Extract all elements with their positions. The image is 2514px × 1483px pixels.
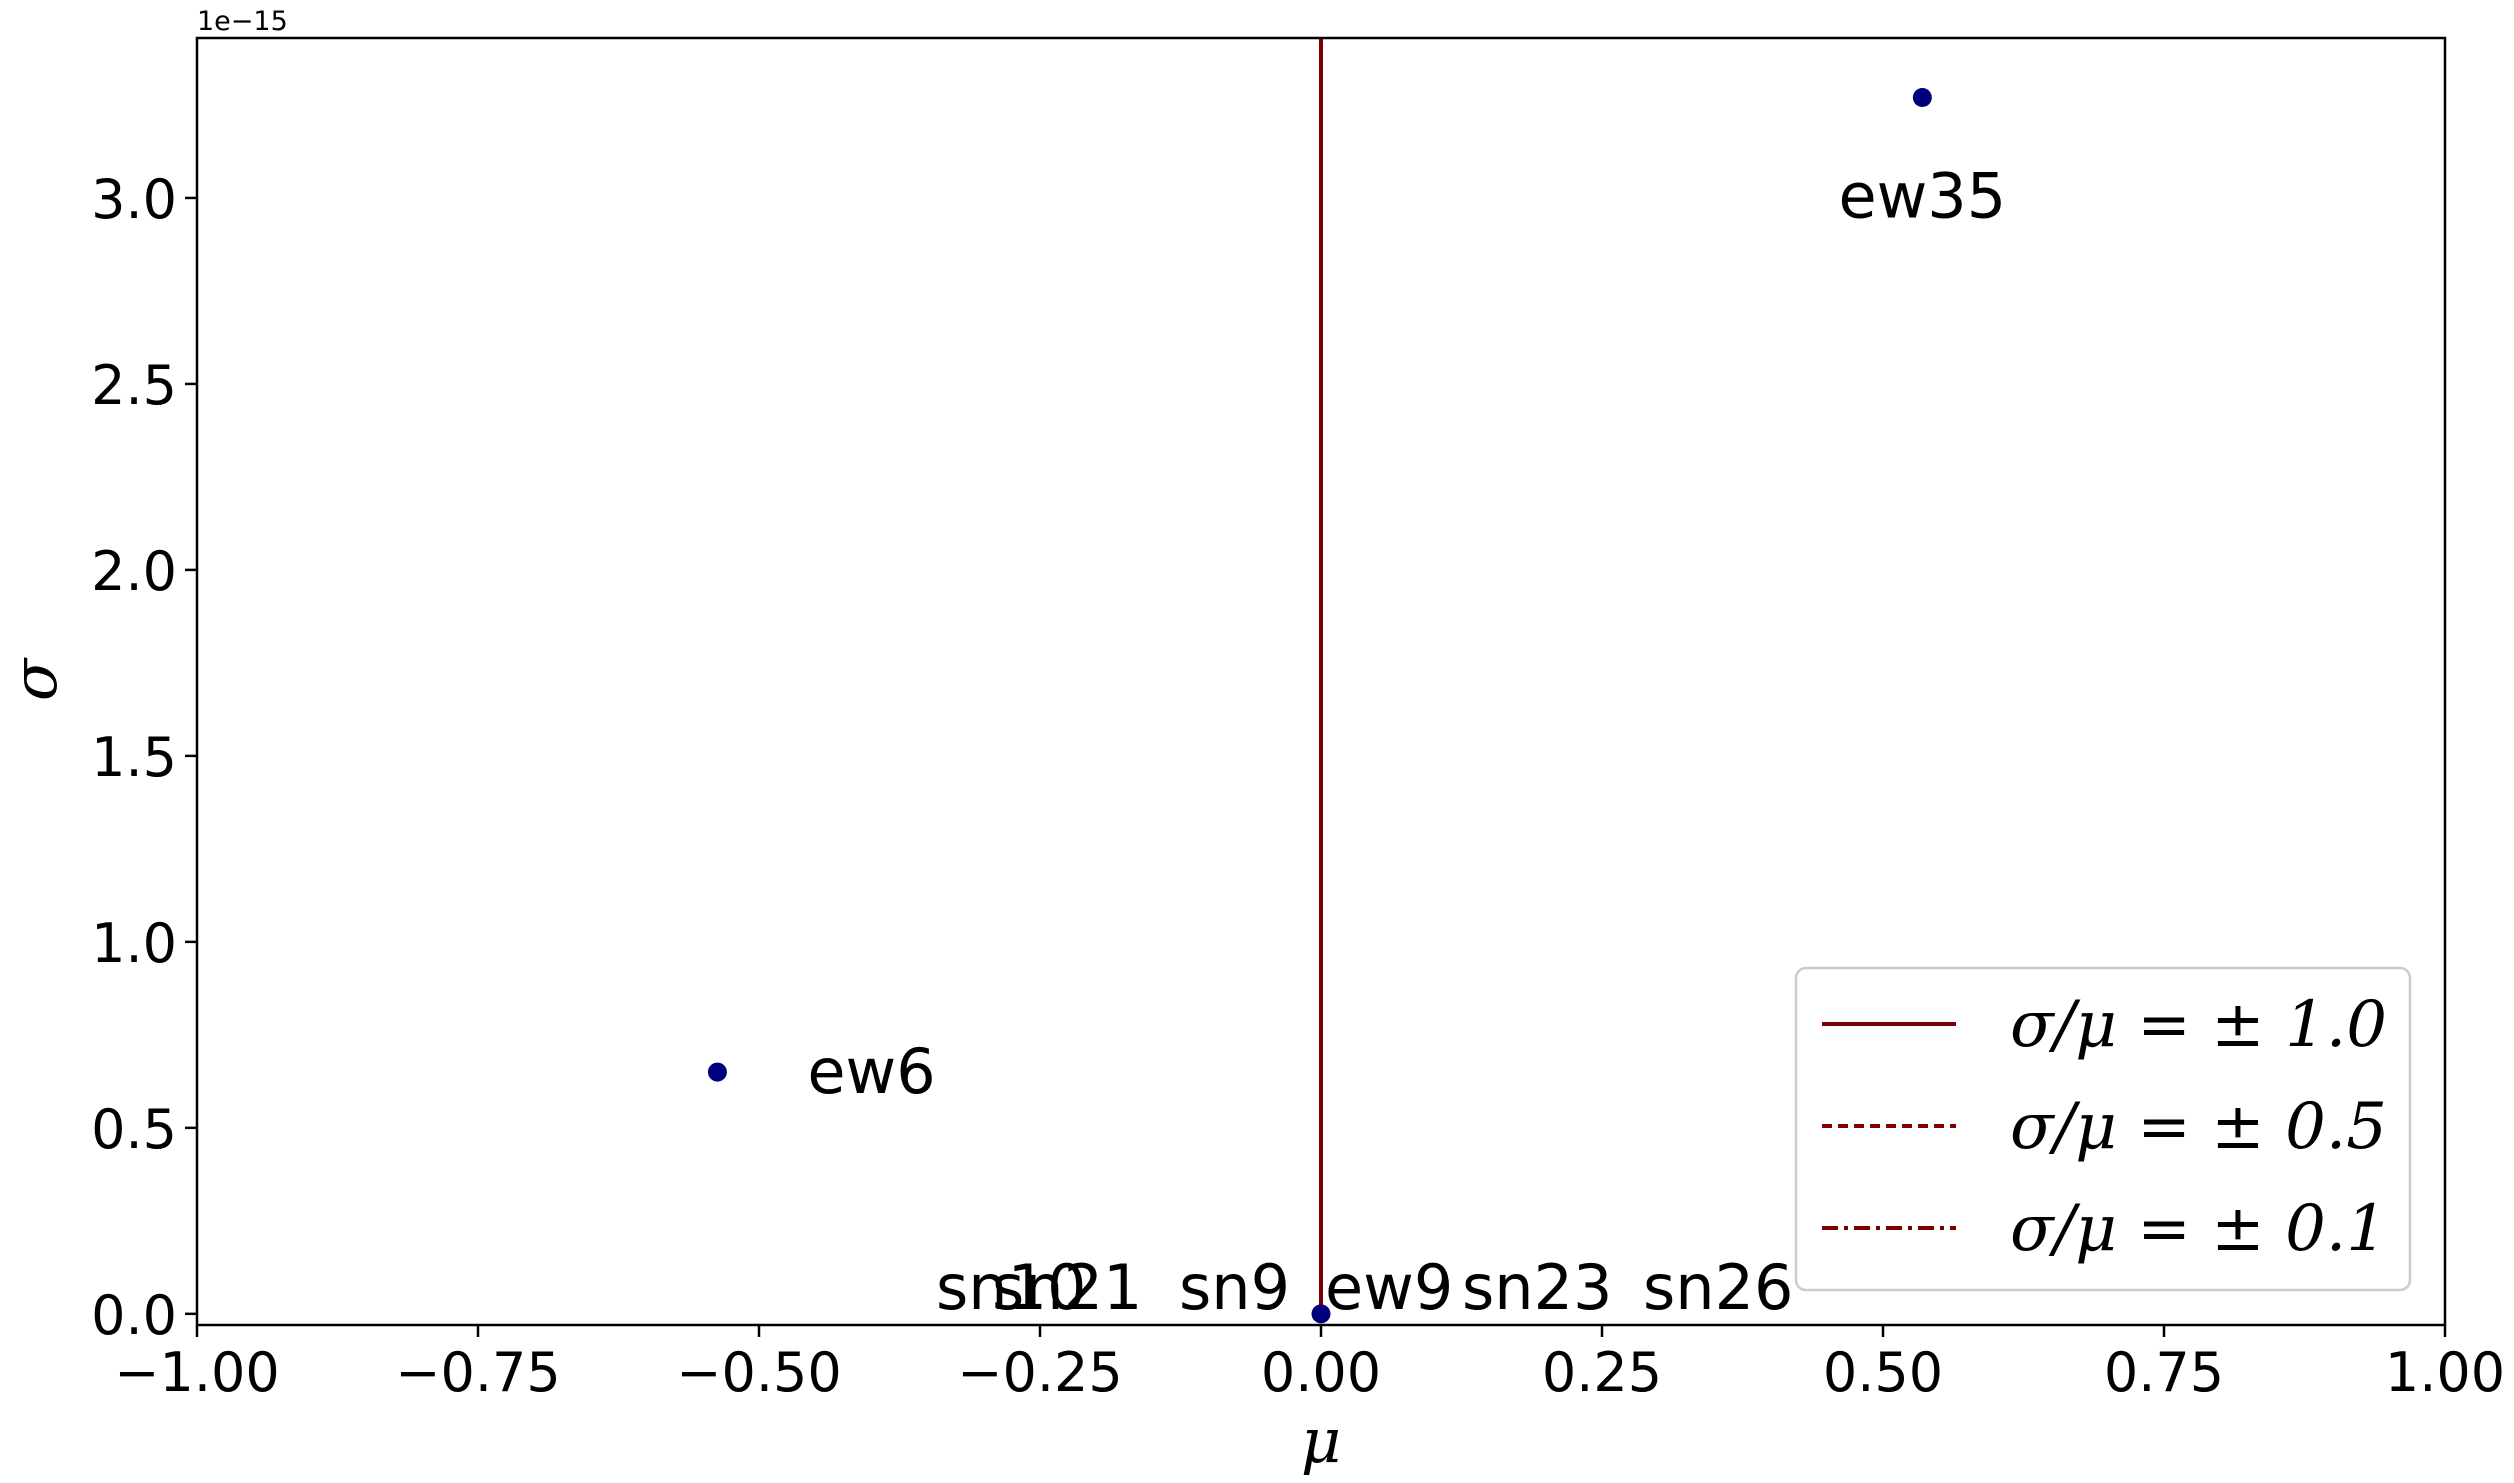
- legend-label-1: σ/μ = ± 1.0: [2010, 988, 2387, 1062]
- y-tick-label: 2.5: [91, 354, 177, 417]
- y-offset-label: 1e−15: [197, 6, 288, 37]
- legend-box: [1794, 966, 2412, 1292]
- x-tick-label: −0.25: [957, 1341, 1122, 1404]
- legend-label-2: σ/μ = ± 0.5: [2010, 1090, 2387, 1164]
- x-tick-label: −0.50: [676, 1341, 841, 1404]
- point-label-ew6: ew6: [807, 1035, 935, 1108]
- y-tick-label: 0.5: [91, 1098, 177, 1161]
- x-axis-ticks: −1.00 −0.75 −0.50 −0.25 0.00 0.25 0.50 0.75 1.00: [114, 1325, 2505, 1404]
- x-tick-label: 0.25: [1542, 1341, 1662, 1404]
- point-label-sn23: sn23: [1462, 1251, 1613, 1324]
- point-label-sn10: sn10: [936, 1251, 1087, 1324]
- point-label-sn9: sn9: [1179, 1251, 1290, 1324]
- point-label-sn26: sn26: [1643, 1251, 1794, 1324]
- x-tick-label: −1.00: [114, 1341, 279, 1404]
- y-tick-label: 3.0: [91, 168, 177, 231]
- y-axis-ticks: 0.0 0.5 1.0 1.5 2.0 2.5 3.0: [91, 168, 197, 1347]
- x-tick-label: −0.75: [395, 1341, 560, 1404]
- y-tick-label: 2.0: [91, 540, 177, 603]
- y-tick-label: 1.0: [91, 912, 177, 975]
- y-tick-label: 0.0: [91, 1284, 177, 1347]
- legend-label-3: σ/μ = ± 0.1: [2010, 1192, 2387, 1266]
- point-label-ew9: ew9: [1325, 1251, 1453, 1324]
- x-tick-label: 0.75: [2104, 1341, 2224, 1404]
- legend: σ/μ = ± 1.0 σ/μ = ± 0.5 σ/μ = ± 0.1: [1794, 966, 2412, 1292]
- point-label-sn21: sn21: [992, 1251, 1143, 1324]
- point-label-ew35: ew35: [1838, 160, 2006, 233]
- y-tick-label: 1.5: [91, 726, 177, 789]
- x-tick-label: 1.00: [2385, 1341, 2505, 1404]
- data-point-sn10: [1311, 1304, 1331, 1324]
- x-axis-label: μ: [1301, 1404, 1341, 1477]
- data-point-ew35: [1912, 88, 1932, 108]
- x-tick-label: 0.50: [1823, 1341, 1943, 1404]
- data-point-ew6: [707, 1062, 727, 1082]
- data-points: [707, 88, 1932, 1324]
- y-axis-label: σ: [0, 657, 71, 701]
- x-tick-label: 0.00: [1261, 1341, 1381, 1404]
